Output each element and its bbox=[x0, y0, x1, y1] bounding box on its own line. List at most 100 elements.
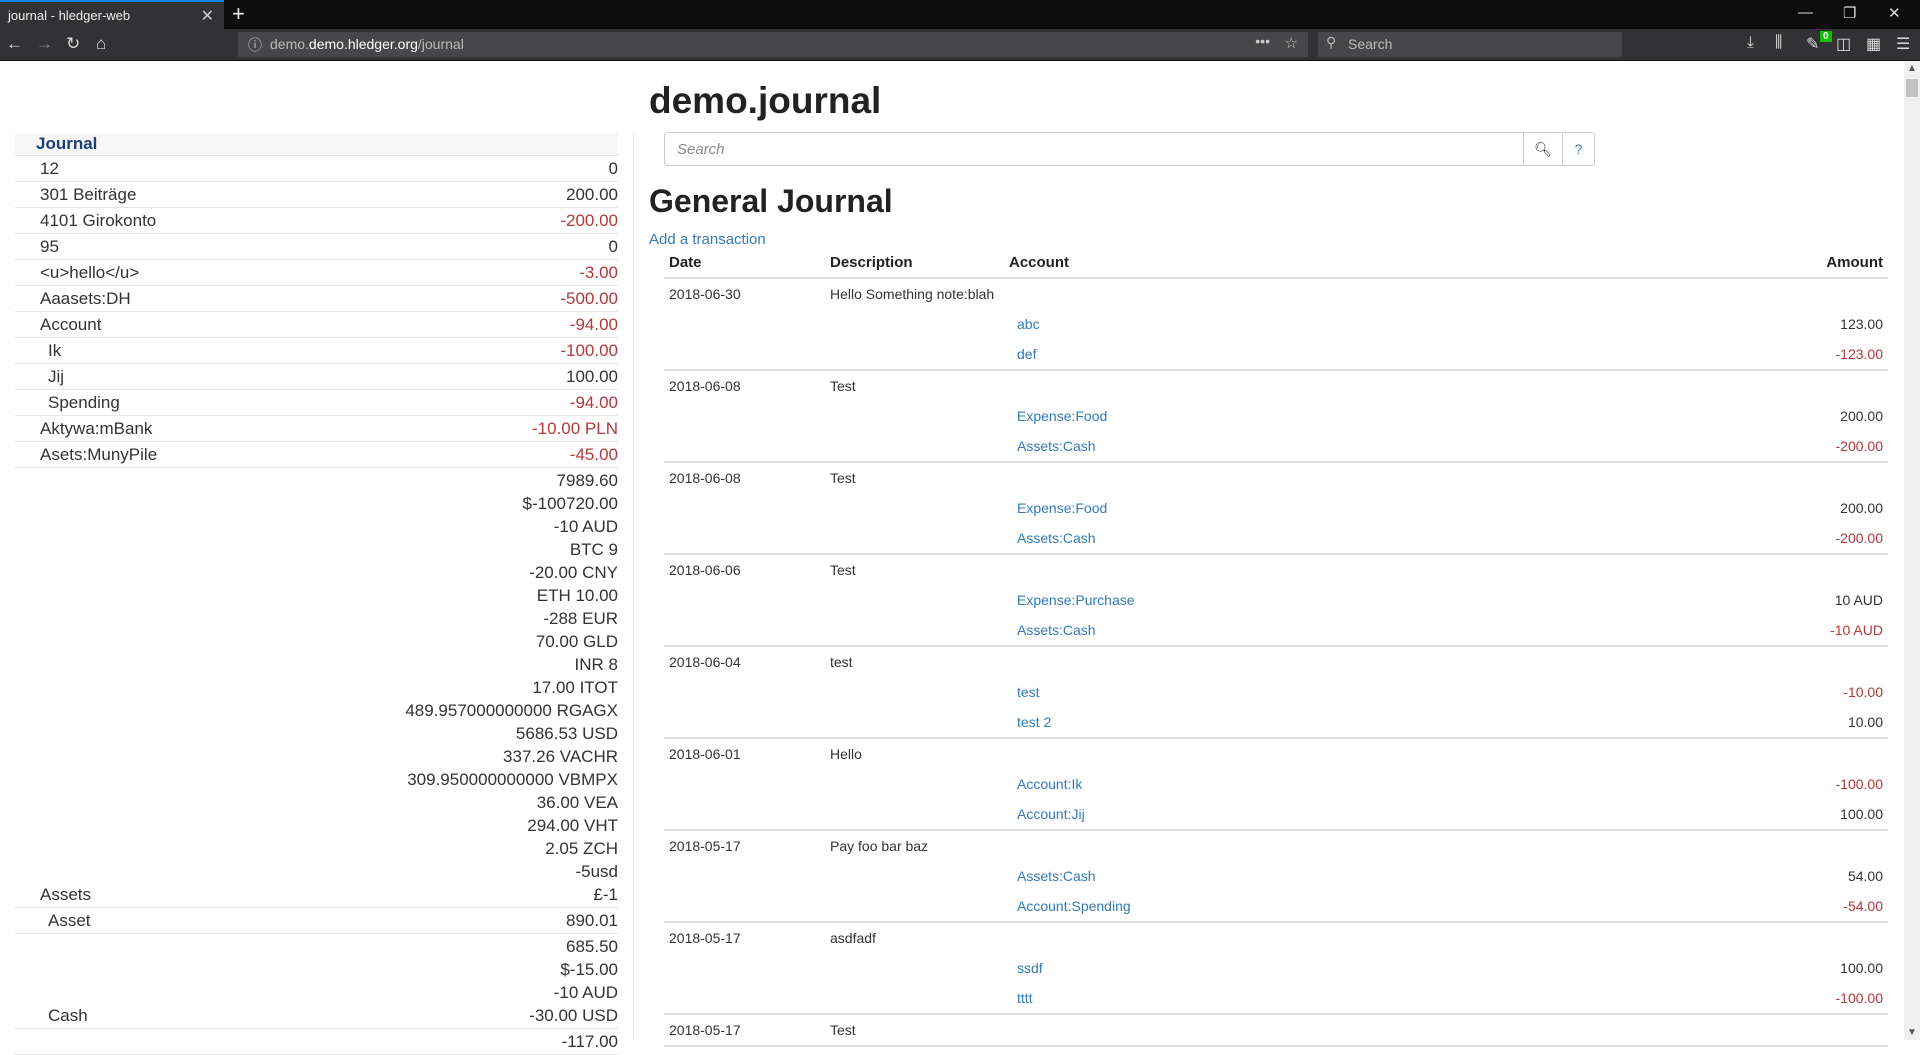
transaction: 2018-05-17 Pay foo bar baz Assets:Cash 54.0… bbox=[664, 831, 1888, 923]
transaction-row: 2018-05-17 asdfadf bbox=[664, 923, 1888, 953]
sidebar-account-row: 95 0 bbox=[15, 234, 618, 260]
posting-account-link[interactable]: Expense:Purchase bbox=[1017, 592, 1135, 608]
sidebar-account-link[interactable]: Assets bbox=[40, 885, 92, 904]
tab-title: journal - hledger-web bbox=[8, 8, 131, 23]
minimize-icon[interactable]: — bbox=[1798, 4, 1813, 21]
sidebar-account-link[interactable]: 12 bbox=[40, 159, 59, 178]
posting-row: Account:Jij 100.00 bbox=[664, 799, 1888, 829]
home-icon[interactable]: ⌂ bbox=[96, 34, 107, 53]
posting-account-link[interactable]: test bbox=[1017, 684, 1040, 700]
sidebar-account-link[interactable]: Account bbox=[40, 315, 102, 334]
sidebar-account-link[interactable]: <u>hello</u> bbox=[40, 263, 140, 282]
posting-account-link[interactable]: Assets:Cash bbox=[1017, 438, 1096, 454]
posting-account-link[interactable]: Assets:Cash bbox=[1017, 530, 1096, 546]
transaction-description: Test bbox=[830, 1022, 856, 1038]
sidebar-account-balance: 890.01 bbox=[566, 909, 618, 932]
search-button[interactable]: 🔍︎ bbox=[1523, 133, 1562, 165]
close-tab-icon[interactable]: ✕ bbox=[200, 8, 214, 25]
reload-icon[interactable]: ↻ bbox=[66, 34, 81, 53]
sidebar-journal-link[interactable]: Journal bbox=[15, 133, 618, 156]
sidebar-account-row: Cash 685.50 $-15.00 -10 AUD -30.00 USD bbox=[15, 934, 618, 1029]
customize-icon[interactable]: ▦ bbox=[1866, 36, 1882, 53]
sidebar-account-link[interactable]: Spending bbox=[48, 393, 120, 412]
sidebar-account-balance: -200.00 bbox=[560, 209, 618, 232]
transaction: 2018-06-06 Test Expense:Purchase 10 AUD Asse… bbox=[664, 555, 1888, 647]
balance-amount: 0 bbox=[608, 159, 618, 178]
column-amount: Amount bbox=[1826, 254, 1883, 271]
back-icon[interactable]: ← bbox=[6, 34, 23, 53]
sidebar-account-balance: 200.00 bbox=[566, 183, 618, 206]
posting-row: test -10.00 bbox=[664, 677, 1888, 707]
transaction-date: 2018-06-04 bbox=[669, 654, 741, 670]
sidebar-account-link[interactable]: Aktywa:mBank bbox=[40, 419, 153, 438]
hamburger-menu-icon[interactable]: ☰ bbox=[1896, 36, 1911, 53]
transaction-description: Hello Something note:blah bbox=[830, 286, 995, 302]
posting-account-link[interactable]: tttt bbox=[1017, 990, 1033, 1006]
posting-account-link[interactable]: Expense:Food bbox=[1017, 500, 1108, 516]
scrollbar[interactable]: ▲ ▼ bbox=[1904, 61, 1920, 1040]
sidebar-account-link[interactable]: Cash bbox=[48, 1006, 88, 1025]
sidebar-account-link[interactable]: Asset bbox=[48, 911, 91, 930]
download-icon[interactable]: ⤓ bbox=[1747, 34, 1755, 51]
sidebar-account-link[interactable]: Ik bbox=[48, 341, 62, 360]
sidebar-account-link[interactable]: Asets:MunyPile bbox=[40, 445, 158, 464]
balance-amount: -100.00 bbox=[560, 341, 618, 360]
posting-row: Expense:Purchase 10 AUD bbox=[664, 585, 1888, 615]
extension-icon[interactable]: ✎ bbox=[1806, 36, 1820, 53]
url-bar[interactable]: ⓘ demo.demo.hledger.org/journal ••• ☆ bbox=[238, 32, 1308, 57]
forward-icon[interactable]: → bbox=[36, 34, 53, 53]
search-input[interactable] bbox=[665, 133, 1523, 165]
balance-amount: -10 AUD bbox=[553, 517, 618, 536]
section-title: General Journal bbox=[649, 183, 893, 219]
sidebar-toggle-icon[interactable]: ◫ bbox=[1836, 36, 1852, 53]
posting-account-cell: Assets:Cash bbox=[1009, 622, 1728, 638]
posting-row: Account:Ik -100.00 bbox=[664, 769, 1888, 799]
new-tab-icon[interactable]: + bbox=[232, 1, 245, 26]
sidebar-account-link[interactable]: 4101 Girokonto bbox=[40, 211, 157, 230]
posting-account-cell: def bbox=[1009, 346, 1728, 362]
sidebar-account-balance: 100.00 bbox=[566, 365, 618, 388]
transaction: 2018-06-01 Hello Account:Ik -100.00 Account:… bbox=[664, 739, 1888, 831]
balance-amount: BTC 9 bbox=[569, 540, 618, 559]
info-icon[interactable]: ⓘ bbox=[248, 37, 262, 53]
library-icon[interactable]: ⫼ bbox=[1775, 34, 1783, 51]
posting-account-link[interactable]: Assets:Cash bbox=[1017, 622, 1096, 638]
sidebar-account-link[interactable]: 301 Beiträge bbox=[40, 185, 137, 204]
sidebar-account-link[interactable]: Jij bbox=[48, 367, 65, 386]
balance-amount: $-15.00 bbox=[560, 960, 618, 979]
posting-account-link[interactable]: Assets:Cash bbox=[1017, 868, 1096, 884]
posting-account-link[interactable]: ssdf bbox=[1017, 960, 1043, 976]
posting-account-link[interactable]: def bbox=[1017, 346, 1037, 362]
posting-amount: 54.00 bbox=[1847, 868, 1883, 884]
scrollbar-thumb[interactable] bbox=[1906, 79, 1918, 97]
transaction-row: 2018-06-08 Test bbox=[664, 463, 1888, 493]
more-icon[interactable]: ••• bbox=[1255, 33, 1270, 49]
posting-row: Assets:Cash -10 AUD bbox=[664, 615, 1888, 645]
browser-search-input[interactable]: ⚲ Search bbox=[1318, 32, 1622, 57]
posting-account-cell: Expense:Food bbox=[1009, 500, 1728, 516]
scroll-down-icon[interactable]: ▼ bbox=[1907, 1027, 1917, 1038]
posting-account-link[interactable]: test 2 bbox=[1017, 714, 1052, 730]
restore-icon[interactable]: ❐ bbox=[1843, 5, 1857, 22]
posting-account-cell: tttt bbox=[1009, 990, 1728, 1006]
sidebar-account-link[interactable]: 95 bbox=[40, 237, 59, 256]
sidebar-account-row: -117.00 bbox=[15, 1029, 618, 1055]
posting-account-link[interactable]: abc bbox=[1017, 316, 1040, 332]
balance-amount: ETH 10.00 bbox=[536, 586, 618, 605]
posting-account-link[interactable]: Expense:Food bbox=[1017, 408, 1108, 424]
sidebar-account-balance: 685.50 $-15.00 -10 AUD -30.00 USD bbox=[529, 935, 618, 1027]
sidebar-account-balance: -10.00 PLN bbox=[532, 417, 618, 440]
posting-amount: 100.00 bbox=[1840, 806, 1883, 822]
add-transaction-link[interactable]: Add a transaction bbox=[649, 231, 766, 248]
scroll-up-icon[interactable]: ▲ bbox=[1907, 63, 1917, 74]
sidebar-account-link[interactable]: Aaasets:DH bbox=[40, 289, 131, 308]
posting-account-link[interactable]: Account:Jij bbox=[1017, 806, 1085, 822]
browser-tab[interactable]: journal - hledger-web ✕ bbox=[0, 0, 224, 29]
close-window-icon[interactable]: ✕ bbox=[1888, 5, 1901, 22]
help-button[interactable]: ? bbox=[1562, 133, 1594, 165]
balance-amount: 100.00 bbox=[566, 367, 618, 386]
balance-amount: 309.950000000000 VBMPX bbox=[407, 770, 618, 789]
posting-account-link[interactable]: Account:Spending bbox=[1017, 898, 1131, 914]
posting-account-link[interactable]: Account:Ik bbox=[1017, 776, 1083, 792]
bookmark-star-icon[interactable]: ☆ bbox=[1284, 35, 1298, 52]
